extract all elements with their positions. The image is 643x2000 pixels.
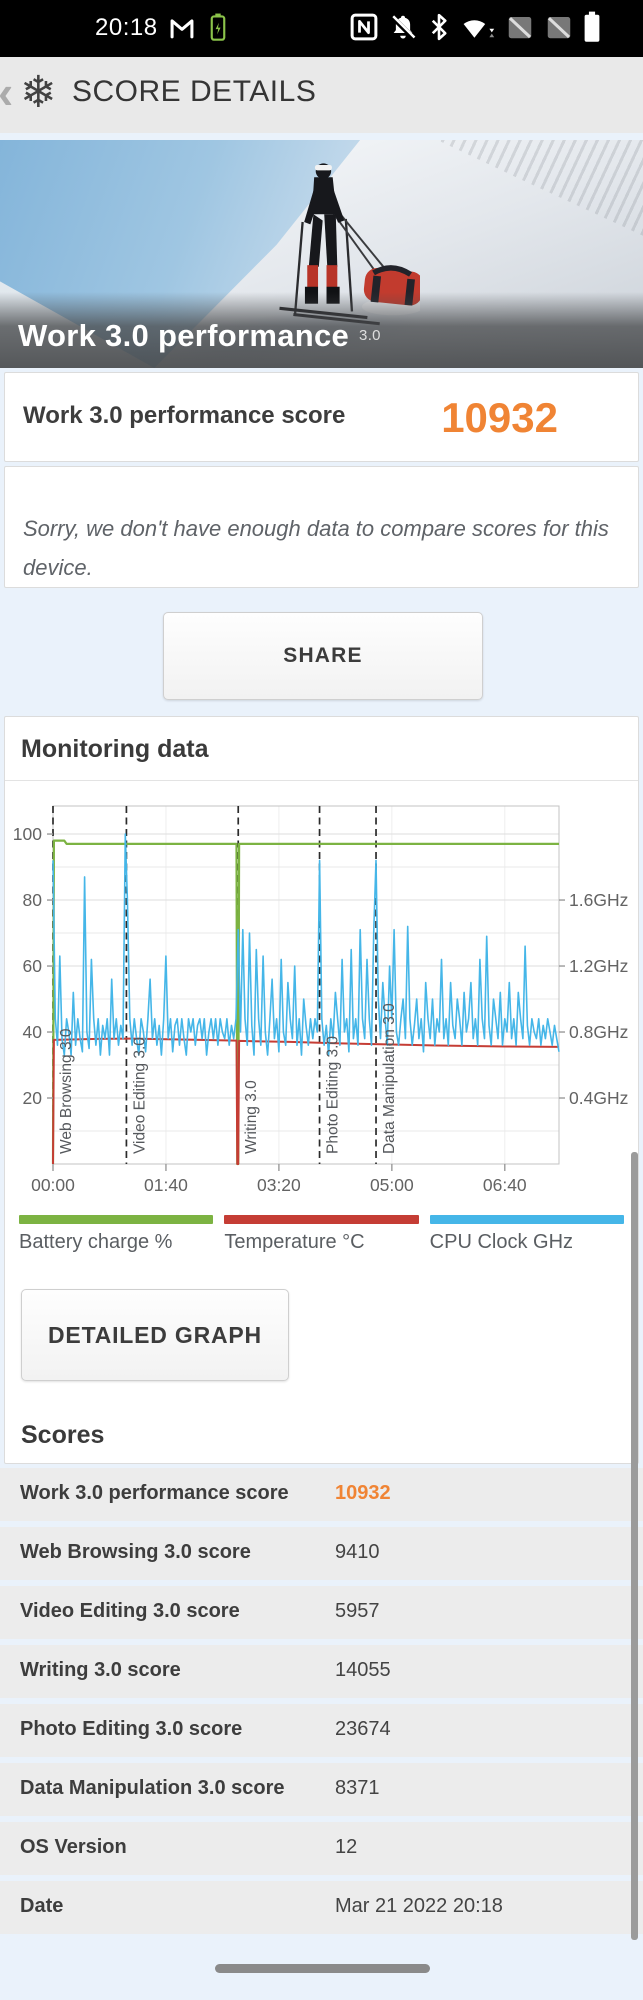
score-label: Work 3.0 performance score [23,402,346,429]
legend-swatch-battery [19,1215,214,1224]
svg-text:06:40: 06:40 [483,1175,527,1195]
scrollbar[interactable] [631,1152,638,1940]
snowflake-benchmark-icon: ❄ [20,68,57,117]
status-right-icons [349,11,601,43]
svg-text:60: 60 [23,956,43,976]
table-row: Video Editing 3.0 score 5957 [0,1586,643,1639]
monitoring-card: Monitoring data Web Browsing 3.0 Video Ed… [4,716,639,1464]
score-value: 10932 [441,394,558,441]
score-summary-card: Work 3.0 performance score 10932 [4,372,639,462]
share-button[interactable]: SHARE [163,612,483,700]
score-row-value: Mar 21 2022 20:18 [335,1895,503,1917]
score-row-label: OS Version [20,1836,127,1858]
banner-title-overlay: Work 3.0 performance 3.0 [0,292,643,368]
svg-text:40: 40 [23,1022,43,1042]
table-row: Photo Editing 3.0 score 23674 [0,1704,643,1757]
monitoring-title: Monitoring data [5,717,638,781]
table-row: OS Version 12 [0,1822,643,1875]
page-title: SCORE DETAILS [72,75,317,108]
bluetooth-icon [427,12,451,42]
score-row-value: 9410 [335,1541,380,1563]
scores-table: Work 3.0 performance score 10932 Web Bro… [0,1468,643,1940]
score-row-value: 10932 [335,1482,391,1504]
svg-text:Writing 3.0: Writing 3.0 [243,1080,260,1154]
score-row-label: Web Browsing 3.0 score [20,1541,251,1563]
legend-label-temperature: Temperature °C [224,1231,365,1253]
svg-text:03:20: 03:20 [257,1175,301,1195]
svg-text:Video Editing 3.0: Video Editing 3.0 [131,1037,148,1154]
score-row-value: 14055 [335,1659,391,1681]
status-bar: 20:18 [0,0,643,57]
table-row: Work 3.0 performance score 10932 [0,1468,643,1521]
svg-text:01:40: 01:40 [144,1175,188,1195]
table-row: Web Browsing 3.0 score 9410 [0,1527,643,1580]
score-row-value: 5957 [335,1600,380,1622]
svg-text:00:00: 00:00 [31,1175,75,1195]
score-row-value: 23674 [335,1718,391,1740]
status-left-icons [168,13,226,41]
compare-note-card: Sorry, we don't have enough data to comp… [4,466,639,588]
battery-full-icon [583,11,601,43]
svg-text:0.8GHz: 0.8GHz [569,1022,628,1042]
legend-battery: Battery charge % [19,1215,214,1254]
score-row-value: 12 [335,1836,358,1858]
monitoring-chart: Web Browsing 3.0 Video Editing 3.0 Writing… [13,805,628,1195]
score-row-label: Work 3.0 performance score [20,1482,289,1504]
score-row-label: Data Manipulation 3.0 score [20,1777,285,1799]
wifi-icon [460,12,496,42]
banner-version-badge: 3.0 [359,327,381,344]
notifications-off-icon [388,12,418,42]
back-button[interactable]: ‹ [0,69,13,115]
legend-swatch-temperature [224,1215,419,1224]
compare-note-text: Sorry, we don't have enough data to comp… [23,516,609,580]
scores-section-title: Scores [21,1421,105,1449]
svg-text:80: 80 [23,890,43,910]
legend-label-battery: Battery charge % [19,1231,173,1253]
battery-charging-icon [210,13,226,41]
svg-text:1.2GHz: 1.2GHz [569,956,628,976]
legend-swatch-cpu [429,1215,624,1224]
table-row: Writing 3.0 score 14055 [0,1645,643,1698]
no-signal-icon [544,12,574,42]
legend-temperature: Temperature °C [224,1215,419,1254]
chart-legend: Battery charge % Temperature °C CPU Cloc… [19,1215,624,1254]
svg-text:20: 20 [23,1088,43,1108]
score-row-label: Photo Editing 3.0 score [20,1718,243,1740]
score-row-label: Writing 3.0 score [20,1659,181,1681]
svg-text:Web Browsing 3.0: Web Browsing 3.0 [58,1028,75,1154]
svg-text:Data Manipulation 3.0: Data Manipulation 3.0 [381,1003,398,1154]
banner-title: Work 3.0 performance 3.0 [18,318,381,353]
nfc-icon [349,12,379,42]
legend-label-cpu: CPU Clock GHz [429,1231,574,1253]
svg-text:05:00: 05:00 [370,1175,414,1195]
score-row-label: Date [20,1895,64,1917]
svg-text:1.6GHz: 1.6GHz [569,890,628,910]
benchmark-banner-image: Work 3.0 performance 3.0 [0,140,643,368]
score-row-label: Video Editing 3.0 score [20,1600,240,1622]
app-bar: ‹ ❄ SCORE DETAILS [0,57,643,133]
legend-cpu: CPU Clock GHz [429,1215,624,1254]
score-row-value: 8371 [335,1777,380,1799]
no-signal-icon [505,12,535,42]
svg-text:Photo Editing 3.0: Photo Editing 3.0 [325,1036,342,1154]
detailed-graph-button[interactable]: DETAILED GRAPH [21,1289,289,1381]
svg-text:0.4GHz: 0.4GHz [569,1088,628,1108]
table-row: Data Manipulation 3.0 score 8371 [0,1763,643,1816]
svg-text:100: 100 [13,824,42,844]
table-row: Date Mar 21 2022 20:18 [0,1881,643,1934]
status-time: 20:18 [95,14,158,41]
gmail-icon [168,13,196,41]
home-gesture-bar[interactable] [215,1964,430,1973]
